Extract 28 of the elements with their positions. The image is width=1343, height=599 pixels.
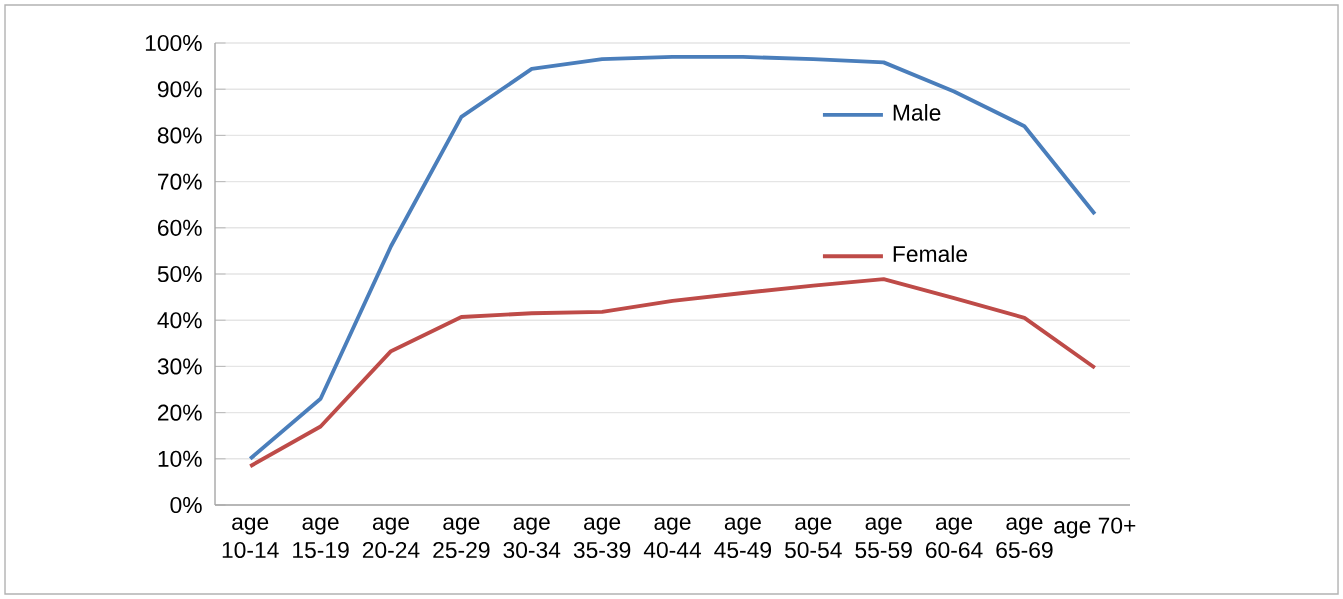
x-tick-label: age 50-54 xyxy=(785,517,842,559)
legend-label: Female xyxy=(893,245,968,263)
x-tick-label: age 35-39 xyxy=(573,517,631,559)
x-tick-label: age 30-34 xyxy=(503,517,561,559)
y-tick-label: 70% xyxy=(158,173,202,190)
x-tick-label: age 25-29 xyxy=(433,517,490,559)
x-tick-label: age 65-69 xyxy=(996,517,1053,559)
y-tick-label: 100% xyxy=(145,34,202,52)
y-tick-label: 90% xyxy=(157,81,202,98)
y-tick-label: 40% xyxy=(157,312,202,329)
x-tick-label: age 20-24 xyxy=(362,517,420,559)
y-tick-label: 50% xyxy=(157,265,202,283)
y-tick-label: 20% xyxy=(158,404,202,421)
x-tick-label: age 45-49 xyxy=(714,517,772,559)
x-tick-label: age 55-59 xyxy=(855,517,912,559)
line-series xyxy=(248,54,1097,461)
y-tick-label: 10% xyxy=(158,450,202,467)
legend-label: Male xyxy=(893,104,941,121)
x-tick-label: age 70+ xyxy=(1054,517,1136,539)
y-tick-label: 30% xyxy=(157,358,202,375)
x-tick-label: age 15-19 xyxy=(293,517,349,559)
y-tick-label: 0% xyxy=(170,496,202,514)
x-tick-label: age 10-14 xyxy=(222,517,279,559)
x-tick-label: age 40-44 xyxy=(643,517,702,559)
x-tick-label: age 60-64 xyxy=(925,517,983,559)
y-tick-label: 60% xyxy=(158,219,202,236)
line-series xyxy=(248,277,1097,469)
y-tick-label: 80% xyxy=(157,127,202,144)
